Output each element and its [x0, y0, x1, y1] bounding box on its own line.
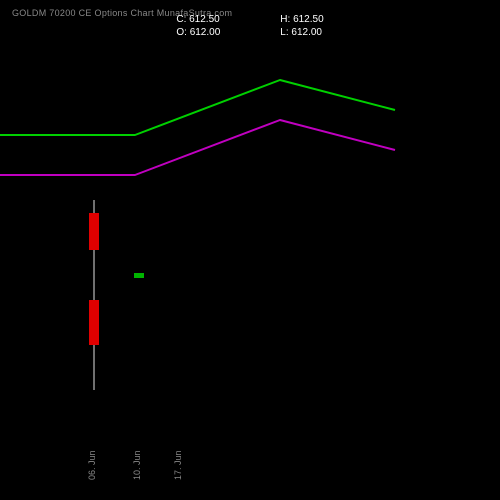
x-axis-labels: 06. Jun 10. Jun 17. Jun — [0, 420, 500, 480]
x-axis-label: 10. Jun — [132, 450, 142, 480]
x-axis-label: 06. Jun — [87, 450, 97, 480]
x-axis-label: 17. Jun — [173, 450, 183, 480]
chart-canvas: { "title": "GOLDM 70200 CE Options Chart… — [0, 0, 500, 500]
